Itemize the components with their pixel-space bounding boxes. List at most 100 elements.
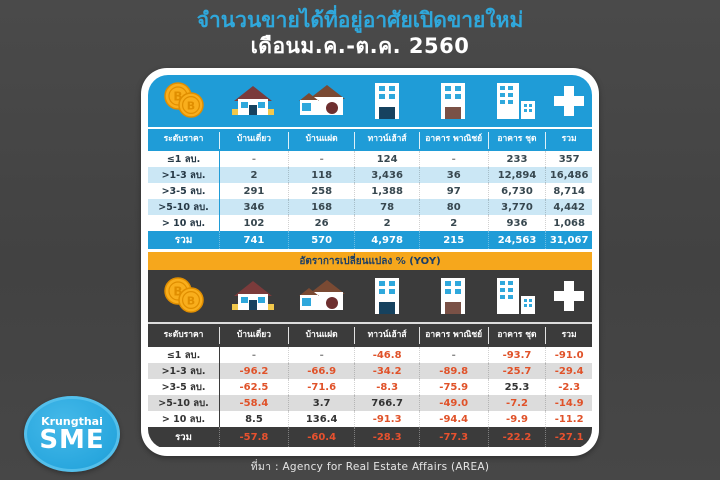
commercial-building-icon	[436, 276, 470, 316]
table-cell: 3,436	[354, 167, 418, 183]
data-card: B B	[141, 68, 599, 456]
total-cell: 215	[418, 231, 488, 249]
table-cell: 3,770	[487, 199, 546, 215]
table-cell: 233	[487, 151, 546, 167]
total-cell: 24,563	[487, 231, 546, 249]
table-cell: 168	[287, 199, 355, 215]
table-cell: 291	[219, 183, 288, 199]
column-header: บ้านเดี่ยว	[219, 327, 288, 344]
table-cell: 6,730	[487, 183, 546, 199]
table-cell: -93.7	[487, 347, 546, 363]
total-cell: -57.8	[219, 427, 288, 447]
table1-body: ≤1 ลบ. - -124-233 357 >1-3 ลบ. 2 118 3,436 36 12,…	[148, 151, 592, 231]
table-cell: -75.9	[418, 379, 488, 395]
column-header: อาคาร พาณิชย์	[418, 327, 488, 344]
table-cell: 258	[287, 183, 355, 199]
svg-text:B: B	[173, 90, 182, 104]
column-header: ระดับราคา	[163, 134, 204, 145]
table-cell: -14.9	[545, 395, 592, 411]
row-label: ≤1 ลบ.	[166, 153, 201, 165]
baht-coins-icon: B B	[161, 81, 207, 121]
table-cell: 118	[287, 167, 355, 183]
table2-body: ≤1 ลบ. - - -46.8- -93.7 -91.0 >1-3 ลบ. -96.2 -66…	[148, 347, 592, 427]
total-cell: 31,067	[545, 231, 592, 249]
total-cell: 741	[219, 231, 288, 249]
source-credit: ที่มา : Agency for Real Estate Affairs (…	[250, 461, 490, 473]
row-label: >3-5 ลบ.	[161, 185, 206, 197]
column-header: รวม	[545, 131, 592, 149]
baht-coins-icon: B B	[161, 276, 207, 316]
row-label: > 10 ลบ.	[161, 217, 206, 229]
table-cell: -94.4	[418, 411, 488, 427]
table-cell: -66.9	[287, 363, 355, 379]
table-row: ≤1 ลบ. - -124-233 357	[148, 151, 592, 167]
total-label: รวม	[175, 431, 192, 443]
row-label: ≤1 ลบ.	[166, 349, 201, 361]
title-line2: เดือนม.ค.-ต.ค. 2560	[250, 34, 470, 59]
table-cell: -91.3	[354, 411, 418, 427]
table-cell: -8.3	[354, 379, 418, 395]
page-title: จำนวนขายได้ที่อยู่อาศัยเปิดขายใหม่ เดือน…	[0, 8, 720, 58]
table-cell: -	[287, 151, 355, 167]
table-cell: 26	[287, 215, 355, 231]
table-cell: 357	[545, 151, 592, 167]
column-header: ระดับราคา	[163, 329, 204, 340]
row-label: >5-10 ลบ.	[158, 397, 209, 409]
table-cell: -	[219, 151, 288, 167]
table-cell: 97	[418, 183, 488, 199]
twin-house-icon	[297, 83, 346, 119]
column-header: ทาวน์เฮ้าส์	[354, 327, 418, 344]
table-row: > 10 ลบ. 8.5 136.4 -91.3 -94.4 -9.9 -11.2	[148, 411, 592, 427]
table-cell: -25.7	[487, 363, 546, 379]
logo-sub-text: SME	[39, 424, 105, 455]
column-header: บ้านเดี่ยว	[219, 131, 288, 149]
table-cell: -34.2	[354, 363, 418, 379]
divider	[148, 249, 592, 252]
table-cell: 766.7	[354, 395, 418, 411]
table2-header-row: ระดับราคา บ้านเดี่ยว บ้านแฝด ทาวน์เฮ้าส์…	[148, 322, 592, 347]
table-row: >1-3 ลบ. -96.2 -66.9 -34.2 -89.8 -25.7 -29.4	[148, 363, 592, 379]
table-row: ≤1 ลบ. - - -46.8- -93.7 -91.0	[148, 347, 592, 363]
logo-brand-text: Krungthai	[41, 414, 103, 428]
table-cell: 8,714	[545, 183, 592, 199]
row-label: >1-3 ลบ.	[161, 169, 206, 181]
total-cell: -77.3	[418, 427, 488, 447]
table1-icons-row: B B	[148, 75, 592, 127]
condominium-icon	[494, 276, 538, 316]
table-cell: -2.3	[545, 379, 592, 395]
table1-total-row: รวม 741 570 4,978 215 24,563 31,067	[148, 231, 592, 249]
table-cell: 78	[354, 199, 418, 215]
table-cell: -71.6	[287, 379, 355, 395]
row-label: >3-5 ลบ.	[161, 381, 206, 393]
table-cell: -	[219, 347, 288, 363]
table-row: >5-10 ลบ. -58.4 3.7 766.7 -49.0 -7.2 -14.9	[148, 395, 592, 411]
table1-header-row: ระดับราคา บ้านเดี่ยว บ้านแฝด ทาวน์เฮ้าส์…	[148, 127, 592, 151]
table-cell: -62.5	[219, 379, 288, 395]
condominium-icon	[494, 81, 538, 121]
table-cell: 2	[219, 167, 288, 183]
table-cell: 80	[418, 199, 488, 215]
row-label: >1-3 ลบ.	[161, 365, 206, 377]
table-cell: -91.0	[545, 347, 592, 363]
table-cell: 2	[354, 215, 418, 231]
plus-total-icon	[552, 279, 586, 313]
table-cell: -	[418, 347, 488, 363]
twin-house-icon	[297, 278, 346, 314]
table-cell: 16,486	[545, 167, 592, 183]
table-cell: -11.2	[545, 411, 592, 427]
table-cell: -7.2	[487, 395, 546, 411]
total-label: รวม	[174, 234, 193, 246]
table-cell: 102	[219, 215, 288, 231]
detached-house-icon	[229, 278, 277, 314]
total-cell: -60.4	[287, 427, 355, 447]
table-cell: 25.3	[487, 379, 546, 395]
svg-text:B: B	[173, 285, 182, 299]
table-cell: 2	[418, 215, 488, 231]
total-cell: 570	[287, 231, 355, 249]
table-row: >3-5 ลบ. -62.5 -71.6 -8.3 -75.9 25.3 -2.3	[148, 379, 592, 395]
total-cell: -27.1	[545, 427, 592, 447]
table-cell: -49.0	[418, 395, 488, 411]
column-header: บ้านแฝด	[287, 131, 355, 149]
column-header: บ้านแฝด	[287, 327, 355, 344]
table-cell: -46.8	[354, 347, 418, 363]
